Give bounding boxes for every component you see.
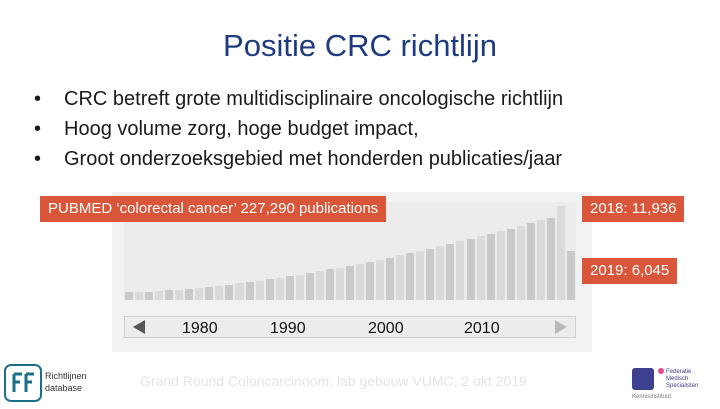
- publication-bar: [245, 282, 254, 300]
- logo-line-3: Specialisten: [666, 383, 699, 389]
- richtlijnendatabase-logo-icon: Richtlijnen database: [4, 364, 87, 402]
- publication-bar: [155, 291, 164, 300]
- bullet-dot: •: [34, 88, 42, 110]
- footer-text: Grand Round Coloncarcinoom, lab gebouw V…: [140, 373, 527, 389]
- publication-bar: [416, 251, 425, 300]
- publication-bar: [526, 223, 535, 300]
- publication-bar: [556, 206, 565, 300]
- publication-bar: [145, 292, 154, 300]
- publication-bar: [265, 279, 274, 300]
- bullet-text: Groot onderzoeksgebied met honderden pub…: [64, 148, 563, 170]
- publication-bar: [225, 285, 234, 300]
- bullet-list: • CRC betreft grote multidisciplinaire on…: [34, 84, 563, 174]
- scroll-left-icon[interactable]: [133, 320, 145, 334]
- publication-bar: [396, 255, 405, 300]
- bullet-text: CRC betreft grote multidisciplinaire onc…: [64, 88, 564, 110]
- richtlijnendatabase-logo: Richtlijnen database: [4, 362, 98, 404]
- publication-bar: [275, 278, 284, 300]
- publication-bar: [516, 226, 525, 300]
- pubmed-total-callout: PUBMED ‘colorectal cancer’ 227,290 publi…: [40, 196, 387, 222]
- publication-bar: [345, 266, 354, 300]
- publication-bar: [335, 268, 344, 300]
- publication-bar: [496, 231, 505, 300]
- publication-bar: [366, 262, 375, 300]
- publication-bar: [165, 290, 174, 300]
- fms-dot-icon: [658, 368, 664, 374]
- publication-bar: [406, 253, 415, 300]
- logo-line-2: Medisch: [666, 376, 689, 382]
- bullet-item: • Hoog volume zorg, hoge budget impact,: [34, 114, 563, 144]
- publication-bar: [205, 287, 214, 300]
- publication-bar: [295, 275, 304, 300]
- callout-2018: 2018: 11,936: [582, 196, 685, 222]
- logo-line-2: database: [45, 383, 82, 393]
- bullet-item: • Groot onderzoeksgebied met honderden pu…: [34, 144, 563, 174]
- year-label: 1990: [270, 320, 306, 337]
- publication-bar: [135, 292, 144, 300]
- logo-line-1: Richtlijnen: [45, 371, 87, 381]
- publication-bar: [456, 241, 465, 300]
- publication-bar: [506, 229, 515, 300]
- scroll-right-icon[interactable]: [555, 320, 567, 334]
- bullet-dot: •: [34, 118, 42, 140]
- bullet-item: • CRC betreft grote multidisciplinaire on…: [34, 84, 563, 114]
- publication-bar: [546, 218, 555, 300]
- bullet-text: Hoog volume zorg, hoge budget impact,: [64, 118, 419, 140]
- publication-bar: [536, 220, 545, 300]
- publication-bar: [466, 239, 475, 300]
- year-label: 1980: [182, 320, 218, 337]
- publication-bar: [426, 249, 435, 300]
- publication-bar: [566, 251, 575, 300]
- publication-bar: [486, 234, 495, 300]
- slide-title: Positie CRC richtlijn: [223, 28, 497, 63]
- publication-bar: [386, 258, 395, 300]
- publication-bar: [185, 289, 194, 300]
- federatie-medisch-specialisten-logo: Federatie Medisch Specialisten Kennisins…: [628, 366, 708, 404]
- publication-bar: [175, 290, 184, 300]
- publication-bar: [476, 236, 485, 300]
- publication-bar: [436, 246, 445, 300]
- year-label: 2010: [464, 320, 500, 337]
- fms-square-icon: [632, 368, 654, 390]
- publication-bar: [305, 273, 314, 300]
- timeline-scrollbar[interactable]: [124, 316, 576, 338]
- publication-bar: [446, 244, 455, 300]
- bullet-dot: •: [34, 148, 42, 170]
- callout-2019: 2019: 6,045: [582, 258, 678, 284]
- publication-bar: [315, 271, 324, 300]
- publication-bar: [215, 286, 224, 300]
- publication-bar: [195, 288, 204, 300]
- publication-bar: [376, 260, 385, 300]
- publication-bar: [356, 264, 365, 300]
- publication-bar: [285, 276, 294, 300]
- publication-bar: [255, 281, 264, 300]
- publication-bar: [325, 269, 334, 300]
- logo-line-1: Federatie: [666, 369, 692, 375]
- logo-line-4: Kennisinstituut: [632, 394, 672, 400]
- year-label: 2000: [368, 320, 404, 337]
- publication-bar: [125, 292, 134, 300]
- publication-bar: [235, 283, 244, 300]
